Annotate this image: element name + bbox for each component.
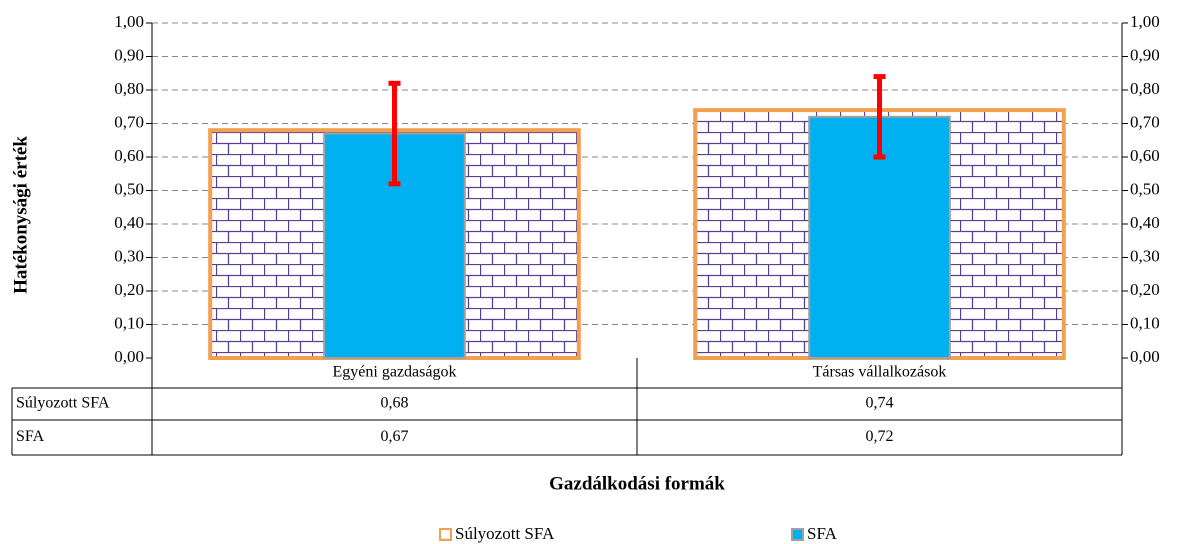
table-value: 0,74 — [866, 395, 894, 412]
table-value: 0,68 — [381, 395, 409, 412]
y-tick-label: 0,20 — [114, 280, 144, 299]
y-tick-label: 0,70 — [114, 112, 144, 131]
table-row-label: Súlyozott SFA — [16, 395, 110, 412]
x-axis-title: Gazdálkodási formák — [549, 473, 725, 494]
y-tick-label: 0,00 — [114, 347, 144, 366]
x-tick-label: Társas vállalkozások — [813, 364, 947, 381]
y-tick-label: 0,30 — [114, 246, 144, 265]
table-value: 0,72 — [866, 428, 894, 445]
y2-tick-label: 0,50 — [1130, 179, 1160, 198]
y2-tick-label: 0,20 — [1130, 280, 1160, 299]
table-row-label: SFA — [16, 428, 45, 445]
y2-tick-label: 0,10 — [1130, 313, 1160, 332]
y-tick-label: 0,90 — [114, 45, 144, 64]
legend-swatch — [439, 528, 452, 541]
y-axis-title: Hatékonysági érték — [10, 136, 31, 294]
x-tick-label: Egyéni gazdaságok — [333, 364, 457, 381]
y2-tick-label: 0,00 — [1130, 347, 1160, 366]
y-tick-label: 0,40 — [114, 213, 144, 232]
y2-tick-label: 0,80 — [1130, 79, 1160, 98]
y-tick-label: 1,00 — [114, 12, 144, 31]
y2-tick-label: 0,90 — [1130, 45, 1160, 64]
y2-tick-label: 0,70 — [1130, 112, 1160, 131]
y2-tick-label: 0,30 — [1130, 246, 1160, 265]
y-tick-label: 0,10 — [114, 313, 144, 332]
y-tick-label: 0,50 — [114, 179, 144, 198]
legend-label: Súlyozott SFA — [455, 524, 555, 543]
table-grid — [11, 358, 1123, 456]
legend-label: SFA — [807, 524, 838, 543]
error-bar — [388, 80, 401, 187]
y2-tick-label: 0,40 — [1130, 213, 1160, 232]
y2-tick-label: 1,00 — [1130, 12, 1160, 31]
error-bar — [873, 74, 886, 160]
y-tick-label: 0,80 — [114, 79, 144, 98]
y-tick-label: 0,60 — [114, 146, 144, 165]
table-value: 0,67 — [381, 428, 409, 445]
legend-swatch — [791, 528, 804, 541]
y2-tick-label: 0,60 — [1130, 146, 1160, 165]
